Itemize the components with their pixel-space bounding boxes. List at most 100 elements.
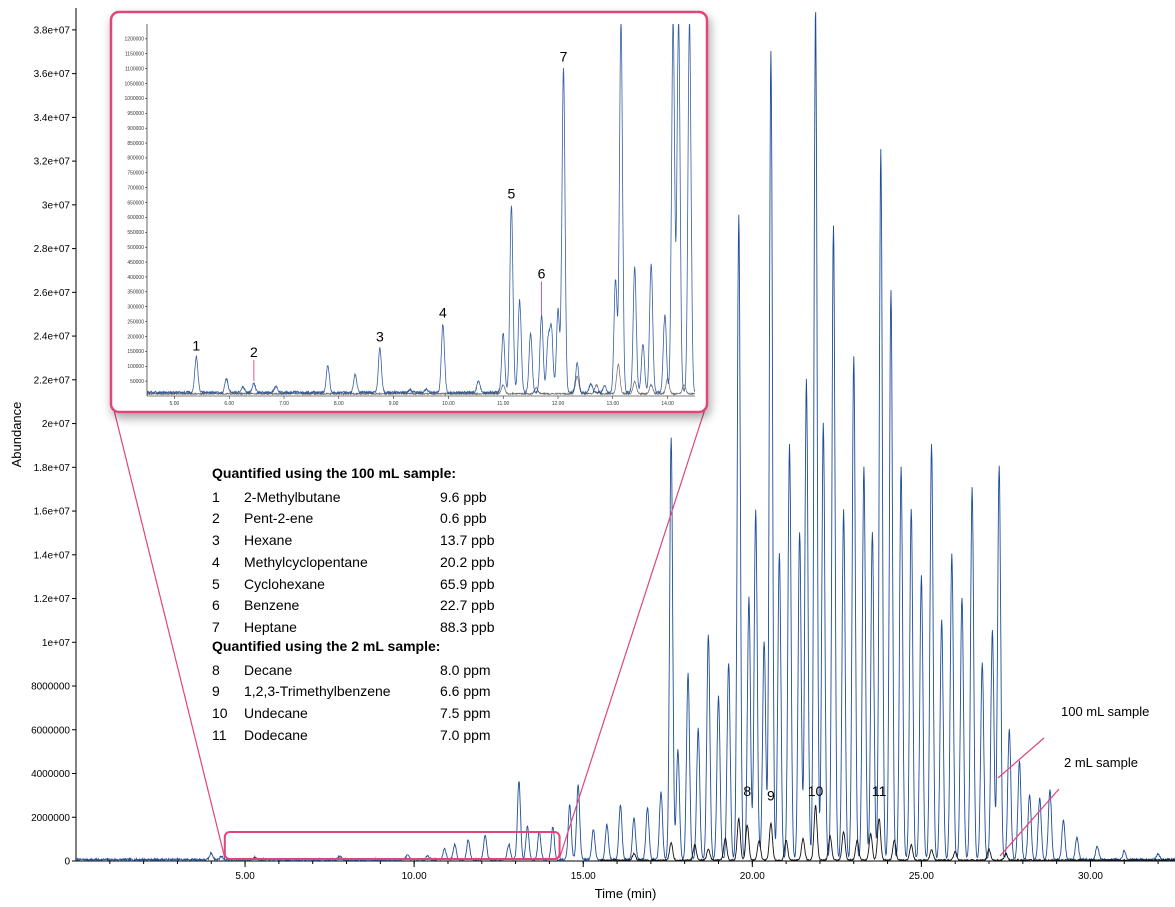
series-leader-2ml <box>999 788 1060 857</box>
zoom-region-box <box>223 831 561 860</box>
compound-concentration: 22.7 ppb <box>440 597 495 614</box>
compound-concentration: 9.6 ppb <box>440 488 487 505</box>
compound-name: 1,2,3-Trimethylbenzene <box>244 683 391 700</box>
compound-number: 3 <box>212 532 220 549</box>
inset-y-tick-label: 400000 <box>127 275 144 281</box>
y-tick-label: 4000000 <box>31 769 70 780</box>
compound-table-100ml-title: Quantified using the 100 mL sample: <box>212 465 457 481</box>
inset-x-tick-label: 5.00 <box>170 401 180 407</box>
y-tick-label: 2000000 <box>31 813 70 824</box>
y-tick-label: 3e+07 <box>42 200 71 211</box>
inset-y-tick-label: 850000 <box>127 141 144 147</box>
inset-y-tick-label: 700000 <box>127 185 144 191</box>
inset-x-tick-label: 7.00 <box>279 401 289 407</box>
compound-row: 9 1,2,3-Trimethylbenzene 6.6 ppm <box>212 681 530 703</box>
y-tick-label: 1.8e+07 <box>34 463 71 474</box>
compound-number: 8 <box>212 661 220 678</box>
inset-x-tick-label: 13.00 <box>607 401 620 407</box>
compound-row: 11 Dodecane 7.0 ppm <box>212 725 530 747</box>
inset-peak-label: 1 <box>192 337 200 353</box>
compound-concentration: 6.6 ppm <box>440 683 491 700</box>
compound-name: Heptane <box>244 618 297 635</box>
y-tick-label: 2.2e+07 <box>34 375 71 386</box>
y-tick-label: 1.6e+07 <box>34 507 71 518</box>
inset-y-tick-label: 100000 <box>127 364 144 370</box>
y-tick-label: 3.4e+07 <box>34 113 71 124</box>
peak-label: 9 <box>767 788 775 804</box>
compound-number: 9 <box>212 683 220 700</box>
compound-name: 2-Methylbutane <box>244 488 341 505</box>
inset-y-tick-label: 450000 <box>127 260 144 266</box>
compound-concentration: 13.7 ppb <box>440 532 495 549</box>
y-axis-title: Abundance <box>9 402 24 468</box>
compound-name: Methylcyclopentane <box>244 553 368 570</box>
main-axes: 0 2000000 4000000 6000000 8000000 1e+07 1.2e+0… <box>9 8 1175 901</box>
inset-x-tick-label: 9.00 <box>389 401 399 407</box>
compound-number: 4 <box>212 553 220 570</box>
inset-x-tick-label: 12.00 <box>552 401 565 407</box>
compound-name: Cyclohexane <box>244 575 325 592</box>
inset-peak-label: 4 <box>439 305 447 321</box>
inset-y-tick-label: 550000 <box>127 230 144 236</box>
y-tick-label: 3.6e+07 <box>34 69 71 80</box>
compound-row: 7 Heptane 88.3 ppb <box>212 617 530 639</box>
inset-x-tick-label: 8.00 <box>334 401 344 407</box>
compound-number: 1 <box>212 488 220 505</box>
inset-x-tick-label: 10.00 <box>442 401 455 407</box>
compound-number: 2 <box>212 510 220 527</box>
compound-row: 6 Benzene 22.7 ppb <box>212 595 530 617</box>
zoom-inset: 5000010000015000020000025000030000035000… <box>109 10 709 414</box>
inset-x-tick-label: 6.00 <box>224 401 234 407</box>
compound-row: 10 Undecane 7.5 ppm <box>212 703 530 725</box>
compound-name: Hexane <box>244 532 293 549</box>
inset-y-tick-label: 1050000 <box>125 81 145 87</box>
inset-y-tick-label: 350000 <box>127 290 144 296</box>
compound-name: Benzene <box>244 597 300 614</box>
x-tick-label: 15.00 <box>571 871 596 882</box>
y-tick-label: 2.8e+07 <box>34 244 71 255</box>
series-label-100ml: 100 mL sample <box>1061 704 1149 719</box>
compound-table-100ml: Quantified using the 100 mL sample: 1 2-M… <box>212 463 530 639</box>
peak-label: 8 <box>743 783 751 799</box>
compound-number: 6 <box>212 597 220 614</box>
inset-y-tick-label: 1000000 <box>125 96 145 102</box>
y-tick-label: 6000000 <box>31 725 70 736</box>
zoom-connector-left <box>112 405 226 859</box>
inset-y-tick-label: 200000 <box>127 334 144 340</box>
compound-concentration: 20.2 ppb <box>440 553 495 570</box>
y-tick-label: 3.2e+07 <box>34 157 71 168</box>
compound-row: 5 Cyclohexane 65.9 ppb <box>212 574 530 596</box>
compound-row: 8 Decane 8.0 ppm <box>212 660 530 682</box>
inset-y-tick-label: 1150000 <box>125 52 144 58</box>
compound-concentration: 65.9 ppb <box>440 575 495 592</box>
inset-peak-label: 5 <box>508 186 516 202</box>
inset-y-tick-label: 300000 <box>127 305 144 311</box>
inset-y-tick-label: 750000 <box>127 171 144 177</box>
y-tick-label: 2.4e+07 <box>34 332 71 343</box>
compound-row: 4 Methylcyclopentane 20.2 ppb <box>212 552 530 574</box>
y-tick-label: 2.6e+07 <box>34 288 71 299</box>
compound-row: 1 2-Methylbutane 9.6 ppb <box>212 487 530 509</box>
compound-number: 11 <box>212 726 227 743</box>
compound-name: Pent-2-ene <box>244 510 314 527</box>
compound-concentration: 7.0 ppm <box>440 726 491 743</box>
inset-peak-label: 2 <box>250 344 258 360</box>
inset-series-line-2ml <box>147 363 695 396</box>
x-tick-label: 25.00 <box>909 871 934 882</box>
inset-y-tick-label: 50000 <box>130 379 144 385</box>
inset-x-tick-label: 14.00 <box>661 401 674 407</box>
inset-peak-label: 6 <box>538 266 546 282</box>
x-tick-label: 5.00 <box>235 871 255 882</box>
compound-table-2ml-title: Quantified using the 2 mL sample: <box>212 638 441 654</box>
compound-name: Dodecane <box>244 726 308 743</box>
y-tick-label: 1e+07 <box>42 638 71 649</box>
inset-y-tick-label: 800000 <box>127 156 144 162</box>
inset-peak-label: 7 <box>560 49 568 65</box>
y-tick-label: 8000000 <box>31 682 70 693</box>
compound-number: 5 <box>212 575 220 592</box>
compound-name: Undecane <box>244 705 308 722</box>
y-tick-label: 0 <box>64 857 70 868</box>
x-axis-title: Time (min) <box>595 886 657 901</box>
